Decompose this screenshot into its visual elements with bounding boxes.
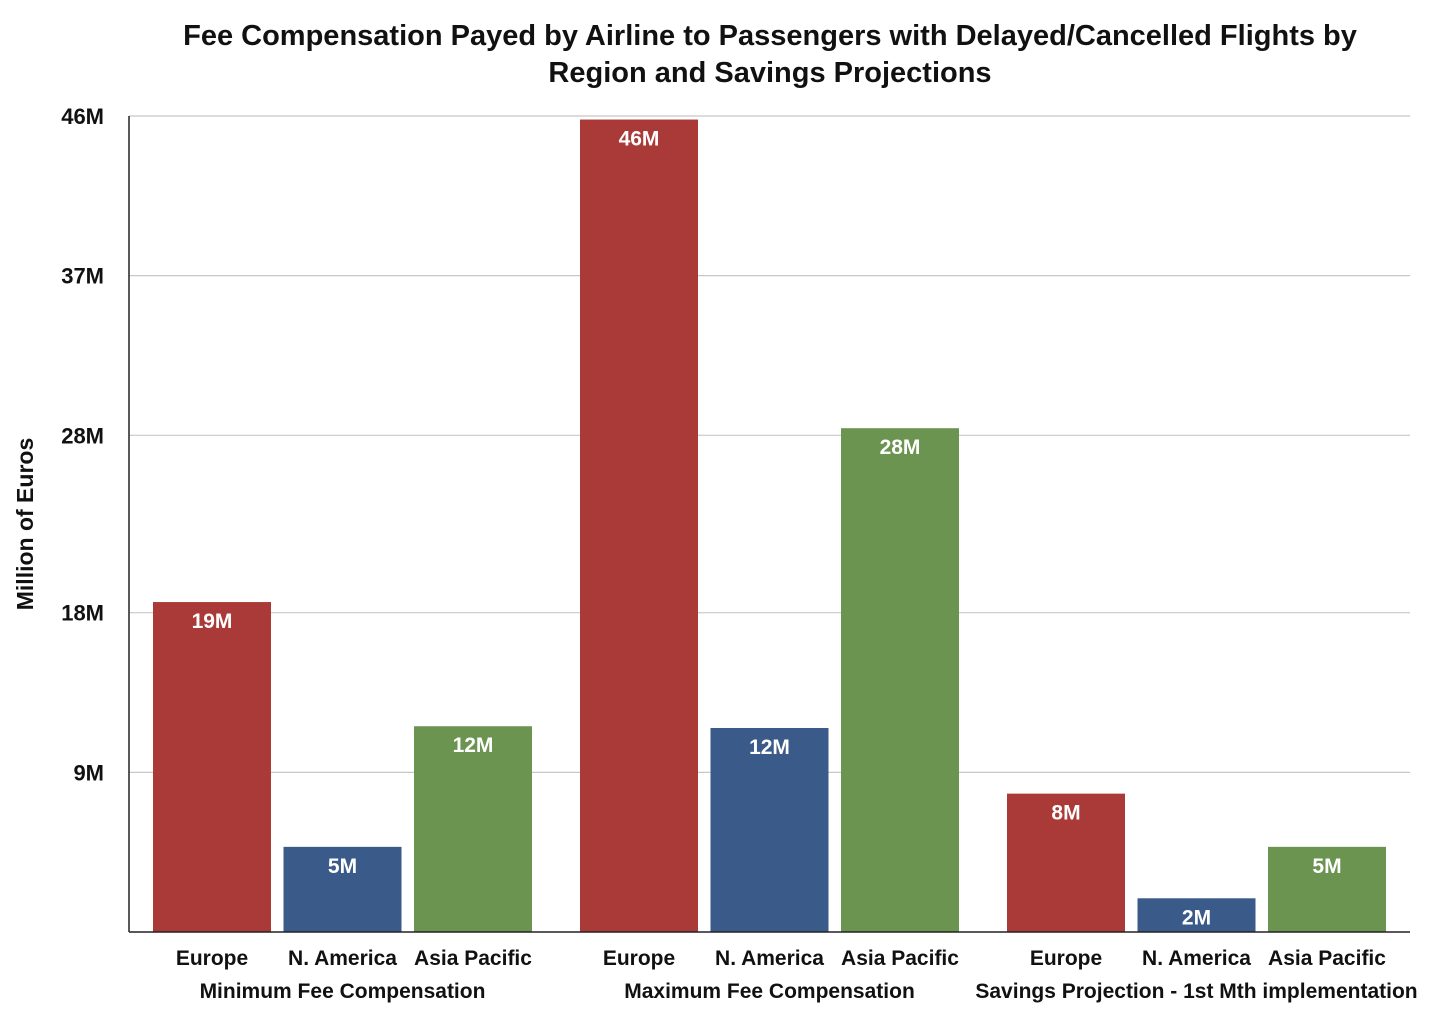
- bar: [153, 602, 271, 932]
- chart-title-line-1: Fee Compensation Payed by Airline to Pas…: [183, 20, 1357, 52]
- x-tick-label: Europe: [176, 947, 248, 970]
- data-label: 19M: [192, 610, 233, 633]
- y-tick-label: 46M: [61, 104, 104, 129]
- y-tick-label: 28M: [61, 423, 104, 448]
- y-tick-label: 9M: [73, 760, 104, 785]
- data-label: 5M: [328, 855, 357, 878]
- x-tick-label: Europe: [603, 947, 675, 970]
- bar: [710, 728, 829, 932]
- data-label: 2M: [1182, 906, 1211, 929]
- data-label: 28M: [880, 436, 921, 459]
- bar: [1137, 898, 1256, 932]
- bar: [580, 119, 698, 932]
- data-label: 12M: [453, 734, 494, 757]
- x-tick-label: Europe: [1030, 947, 1102, 970]
- data-label: 8M: [1051, 802, 1080, 825]
- data-label: 12M: [749, 736, 790, 759]
- gridlines: [129, 115, 1410, 773]
- bar: [841, 428, 959, 932]
- y-axis-label: Million of Euros: [12, 438, 38, 611]
- chart-title: Fee Compensation Payed by Airline to Pas…: [183, 20, 1357, 89]
- data-label: 5M: [1312, 855, 1341, 878]
- data-label: 46M: [619, 128, 660, 151]
- group-label: Savings Projection - 1st Mth implementat…: [975, 980, 1417, 1003]
- bar: [414, 726, 532, 932]
- y-tick-label: 18M: [61, 601, 104, 626]
- x-tick-label: N. America: [715, 947, 824, 970]
- x-tick-label: Asia Pacific: [841, 947, 959, 970]
- x-tick-label: N. America: [1142, 947, 1251, 970]
- x-tick-label: N. America: [288, 947, 397, 970]
- bars: 19M 5M 12M 46M 12M 28M 8M 2M 5M: [153, 119, 1386, 932]
- axis-labels: 9M 18M 28M 37M 46M Europe N. America Asia Pacif…: [61, 104, 1417, 1003]
- axes: [128, 116, 1410, 933]
- x-tick-label: Asia Pacific: [1268, 947, 1386, 970]
- chart-title-line-2: Region and Savings Projections: [548, 57, 991, 89]
- y-tick-label: 37M: [61, 264, 104, 289]
- x-tick-label: Asia Pacific: [414, 947, 532, 970]
- group-label: Maximum Fee Compensation: [624, 980, 915, 1003]
- group-label: Minimum Fee Compensation: [200, 980, 486, 1003]
- bar: [1007, 793, 1125, 932]
- bar: [283, 846, 402, 932]
- bar: [1268, 846, 1386, 932]
